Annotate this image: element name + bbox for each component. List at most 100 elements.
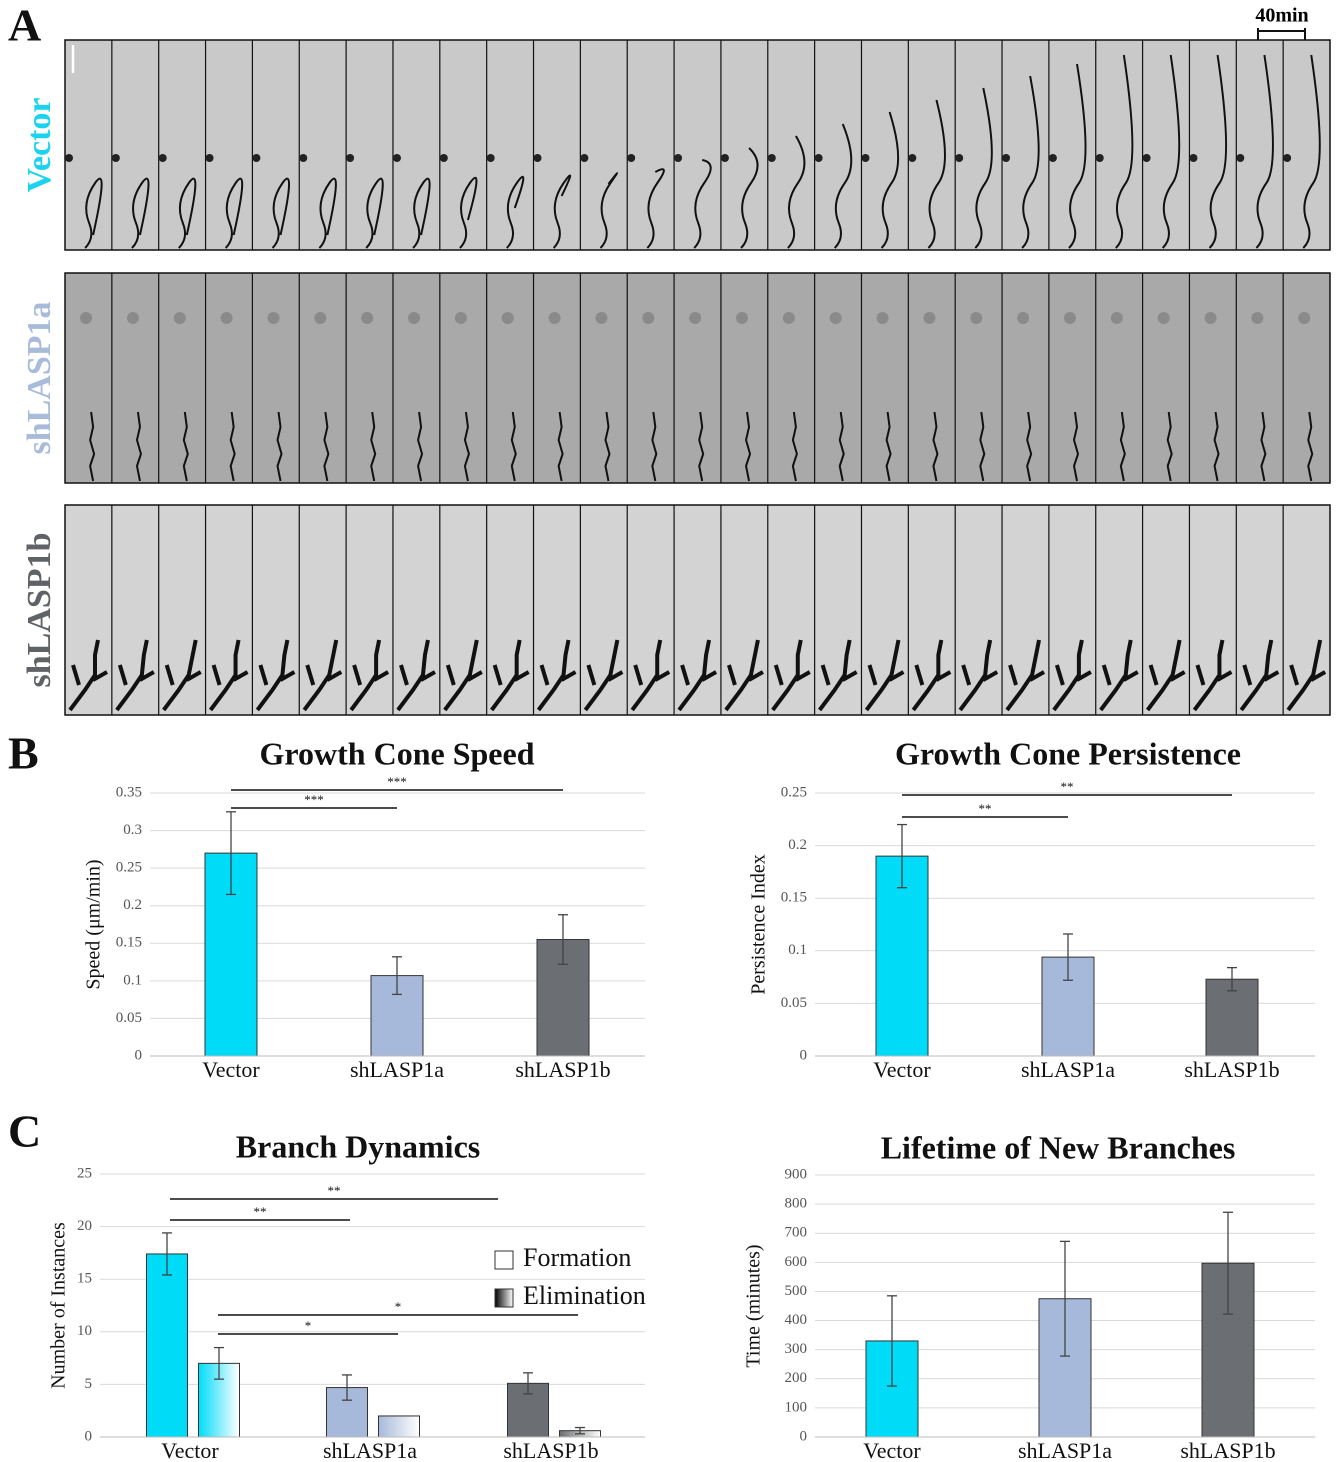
neurite — [604, 411, 611, 482]
neurite — [162, 639, 202, 712]
cell-body — [220, 312, 233, 324]
cell-body — [299, 154, 308, 162]
cell-body — [65, 154, 73, 162]
bar — [378, 1415, 420, 1438]
y-tick-label: 25 — [77, 1165, 92, 1181]
y-tick-label: 0.1 — [788, 942, 807, 958]
neurite — [838, 411, 845, 482]
y-axis-label: Persistence Index — [748, 854, 770, 995]
neurite — [178, 177, 197, 249]
y-tick-label: 300 — [785, 1341, 808, 1357]
neurite — [958, 639, 999, 712]
x-tick-label: shLASP1a — [323, 1438, 417, 1462]
neurite — [787, 135, 806, 249]
chart-title: Growth Cone Speed — [260, 735, 535, 771]
x-tick-label: shLASP1b — [515, 1057, 610, 1082]
cell-body — [1095, 154, 1104, 162]
x-tick-label: shLASP1a — [350, 1057, 444, 1082]
neurite — [323, 411, 330, 482]
significance-label: ** — [328, 1183, 341, 1198]
cell-body — [158, 154, 167, 162]
cell-body — [1251, 312, 1264, 324]
neurite — [1192, 639, 1233, 712]
y-tick-label: 400 — [785, 1312, 808, 1328]
neurite — [459, 176, 478, 249]
y-tick-label: 0 — [135, 1047, 143, 1063]
neurite — [417, 411, 424, 482]
panel-label: A — [8, 0, 41, 51]
cell-body — [439, 154, 448, 162]
neurite — [229, 411, 236, 482]
legend-label: Elimination — [523, 1281, 646, 1310]
y-tick-label: 700 — [785, 1225, 808, 1241]
cell-body — [205, 154, 214, 162]
neurite — [1005, 639, 1046, 712]
neurite — [349, 639, 390, 712]
image-strips — [64, 39, 1331, 716]
x-tick-label: Vector — [202, 1057, 260, 1082]
y-axis-label: Speed (μm/min) — [83, 859, 105, 989]
neurite — [630, 639, 671, 712]
cell-body — [267, 312, 280, 324]
cell-body — [580, 154, 589, 162]
neurite — [698, 411, 705, 482]
cell-body — [736, 312, 749, 324]
cell-body — [173, 312, 186, 324]
neurite — [1026, 411, 1033, 482]
image-strip — [64, 272, 1331, 484]
neurite — [864, 639, 905, 712]
neurite — [834, 123, 853, 249]
cell-body — [408, 312, 421, 324]
y-axis-label: Number of Instances — [48, 1222, 70, 1389]
cell-body — [454, 312, 467, 324]
neurite — [552, 174, 572, 249]
neurite — [724, 639, 764, 712]
y-tick-label: 200 — [785, 1370, 808, 1386]
neurite — [1052, 639, 1092, 712]
cell-body — [392, 154, 401, 162]
neurite — [979, 411, 986, 482]
y-axis-label: Time (minutes) — [743, 1244, 765, 1367]
neurite — [1208, 54, 1228, 249]
neurite — [1166, 411, 1173, 482]
neurite — [89, 411, 96, 482]
cell-body — [767, 154, 776, 162]
neurite — [818, 639, 858, 712]
neurite — [463, 411, 470, 482]
y-tick-label: 0.25 — [781, 784, 807, 800]
neurite — [255, 639, 296, 712]
neurite — [276, 411, 283, 482]
cell-body — [1002, 154, 1011, 162]
image-strip — [64, 39, 1331, 251]
y-tick-label: 0.35 — [116, 784, 142, 800]
cell-body — [111, 154, 120, 162]
chart-title: Growth Cone Persistence — [895, 735, 1241, 771]
neurite — [677, 639, 718, 712]
neurite — [182, 411, 189, 482]
y-tick-label: 600 — [785, 1254, 808, 1270]
significance-label: ** — [254, 1204, 267, 1219]
neurite — [68, 639, 108, 712]
neurite — [771, 639, 811, 712]
y-tick-label: 0 — [800, 1428, 808, 1444]
legend-swatch — [494, 1250, 514, 1270]
cell-body — [923, 312, 936, 324]
cell-body — [1110, 312, 1123, 324]
significance-label: * — [395, 1299, 402, 1314]
cell-body — [720, 154, 729, 162]
y-tick-label: 5 — [85, 1376, 93, 1392]
y-tick-label: 100 — [785, 1399, 808, 1415]
chart-title: Branch Dynamics — [236, 1128, 480, 1164]
y-tick-label: 0.05 — [116, 1010, 142, 1026]
legend-label: Formation — [523, 1243, 631, 1272]
neurite — [536, 639, 577, 712]
cell-body — [314, 312, 327, 324]
panel-label: C — [8, 1106, 41, 1157]
cell-body — [533, 154, 542, 162]
cell-body — [1283, 154, 1292, 162]
cell-body — [829, 312, 842, 324]
neurite — [443, 639, 483, 712]
cell-body — [861, 154, 870, 162]
cell-body — [1236, 154, 1245, 162]
